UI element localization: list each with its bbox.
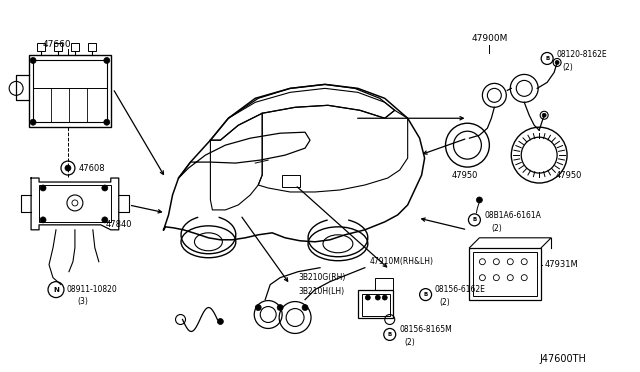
Text: 47950: 47950	[451, 170, 478, 180]
Text: 47900M: 47900M	[471, 34, 508, 43]
Text: B: B	[424, 292, 428, 297]
Text: 3B210H(LH): 3B210H(LH)	[298, 287, 344, 296]
Bar	[469, 248, 541, 299]
Circle shape	[476, 197, 483, 203]
Text: B: B	[472, 217, 477, 222]
Text: 47660: 47660	[43, 40, 71, 49]
Circle shape	[40, 217, 46, 223]
Text: 08156-8165M: 08156-8165M	[400, 325, 452, 334]
Circle shape	[102, 217, 108, 223]
Text: N: N	[53, 286, 59, 293]
Circle shape	[218, 318, 223, 324]
Text: 08120-8162E: 08120-8162E	[556, 50, 607, 59]
Text: (2): (2)	[562, 63, 573, 72]
Text: B: B	[388, 332, 392, 337]
Text: 47840: 47840	[106, 220, 132, 230]
Bar	[33, 61, 107, 122]
Circle shape	[542, 113, 546, 117]
Circle shape	[30, 58, 36, 64]
Circle shape	[382, 295, 387, 300]
Circle shape	[102, 185, 108, 191]
Bar	[362, 294, 390, 315]
Bar	[39, 185, 111, 222]
Bar	[54, 42, 62, 51]
Bar	[29, 55, 111, 127]
Bar	[474, 252, 537, 296]
Circle shape	[104, 119, 110, 125]
Circle shape	[30, 119, 36, 125]
Bar	[37, 42, 45, 51]
Circle shape	[65, 165, 71, 171]
Text: (2): (2)	[404, 338, 415, 347]
Circle shape	[277, 305, 283, 311]
Circle shape	[555, 61, 559, 64]
Bar	[358, 290, 393, 318]
Circle shape	[375, 295, 380, 300]
Text: 08911-10820: 08911-10820	[67, 285, 118, 294]
Bar	[375, 278, 393, 290]
Text: (2): (2)	[492, 224, 502, 233]
Bar	[71, 42, 79, 51]
Text: 47931M: 47931M	[544, 260, 578, 269]
Text: (2): (2)	[440, 298, 451, 307]
Circle shape	[104, 58, 110, 64]
Circle shape	[302, 305, 308, 311]
Text: (3): (3)	[77, 297, 88, 306]
Text: 08156-6162E: 08156-6162E	[435, 285, 486, 294]
Circle shape	[40, 185, 46, 191]
Text: 08B1A6-6161A: 08B1A6-6161A	[484, 211, 541, 220]
Text: 47910M(RH&LH): 47910M(RH&LH)	[370, 257, 434, 266]
Text: 47950: 47950	[556, 170, 582, 180]
Text: 3B210G(RH): 3B210G(RH)	[298, 273, 346, 282]
Circle shape	[365, 295, 371, 300]
Circle shape	[255, 305, 261, 311]
Text: B: B	[545, 56, 549, 61]
Bar	[88, 42, 96, 51]
Text: J47600TH: J47600TH	[539, 355, 586, 364]
Text: 47608: 47608	[79, 164, 106, 173]
Bar	[282, 175, 300, 187]
